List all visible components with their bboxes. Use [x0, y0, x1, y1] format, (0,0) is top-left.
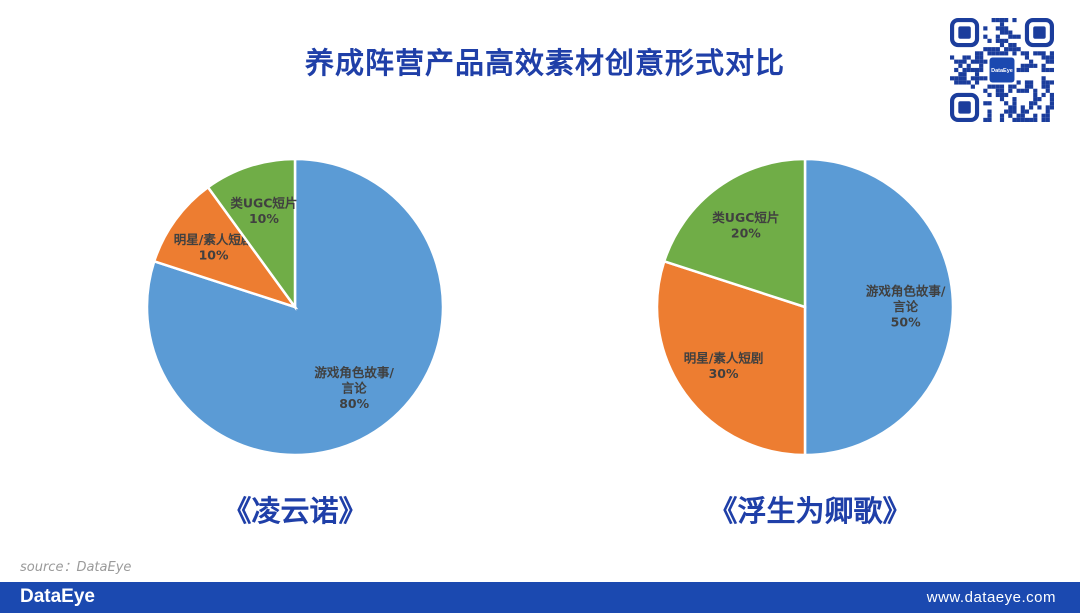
chart-caption-fushengweiqingge: 《浮生为卿歌》 [708, 494, 912, 528]
pie-slice [662, 157, 807, 309]
qr-center-label: DataEye [991, 68, 1013, 74]
slice-value-label: 30% [709, 366, 739, 381]
pie-slice [206, 157, 297, 311]
slice-value-label: 20% [731, 225, 761, 240]
source-note: source：DataEye [20, 560, 132, 575]
slice-category-label: 类UGC短片 [230, 196, 297, 211]
pie-slice [655, 259, 807, 457]
slice-category-label: 明星/素人短剧 [684, 350, 764, 365]
slice-value-label: 80% [339, 396, 369, 411]
pie-slice [803, 157, 955, 457]
slice-category-label: 言论 [342, 380, 368, 395]
slice-category-label: 类UGC短片 [712, 210, 779, 225]
slice-value-label: 50% [891, 315, 921, 330]
page-title: 养成阵营产品高效素材创意形式对比 [304, 46, 785, 80]
slice-category-label: 游戏角色故事/ [314, 365, 394, 380]
slice-category-label: 明星/素人短剧 [174, 232, 254, 247]
footer-logo: DataEye [20, 586, 95, 607]
slice-value-label: 10% [249, 211, 279, 226]
qr-code: DataEye [950, 18, 1054, 124]
slice-value-label: 10% [199, 248, 229, 263]
footer-url[interactable]: www.dataeye.com [926, 589, 1056, 606]
slice-category-label: 言论 [893, 299, 919, 314]
slice-category-label: 游戏角色故事/ [866, 284, 946, 299]
chart-caption-lingyunnuo: 《凌云诺》 [222, 494, 368, 528]
footer-bar: DataEye www.dataeye.com [0, 582, 1080, 613]
pie-slice [152, 185, 299, 310]
